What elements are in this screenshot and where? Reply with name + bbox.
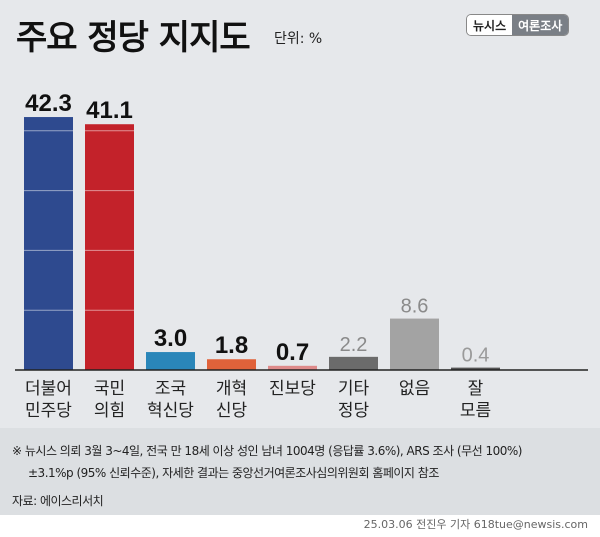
badge-right: 여론조사 bbox=[512, 15, 569, 35]
value-label: 8.6 bbox=[401, 296, 429, 318]
category-label: 없음 bbox=[399, 379, 430, 399]
source-note: 자료: 에이스리서치 bbox=[12, 494, 104, 508]
value-label: 2.2 bbox=[340, 334, 368, 356]
category-label: 개혁 bbox=[216, 379, 247, 399]
value-label: 1.8 bbox=[215, 332, 248, 359]
bar bbox=[268, 365, 317, 370]
credit: 25.03.06 전진우 기자 618tue@newsis.com bbox=[363, 518, 588, 531]
bar bbox=[451, 367, 500, 370]
category-label: 더불어 bbox=[25, 379, 72, 399]
value-label: 0.4 bbox=[462, 345, 490, 367]
bar bbox=[390, 318, 439, 370]
category-label: 정당 bbox=[338, 401, 370, 421]
footer-notes: ※ 뉴시스 의뢰 3월 3~4일, 전국 만 18세 이상 성인 남녀 1004… bbox=[0, 428, 600, 515]
value-label: 0.7 bbox=[276, 339, 309, 366]
category-label: 민주당 bbox=[25, 401, 72, 421]
category-label: 국민 bbox=[94, 379, 125, 399]
value-label: 41.1 bbox=[86, 97, 133, 124]
survey-note-1: ※ 뉴시스 의뢰 3월 3~4일, 전국 만 18세 이상 성인 남녀 1004… bbox=[12, 444, 522, 458]
bar bbox=[24, 117, 73, 370]
bar bbox=[207, 359, 256, 370]
category-label: 잘 bbox=[468, 379, 484, 399]
survey-note-2: ±3.1%p (95% 신뢰수준), 자세한 결과는 중앙선거여론조사심의위원회… bbox=[28, 466, 439, 480]
category-label: 조국 bbox=[155, 379, 186, 399]
bar bbox=[146, 352, 195, 370]
category-label: 진보당 bbox=[269, 379, 316, 399]
newsis-poll-badge: 뉴시스 여론조사 bbox=[466, 14, 570, 36]
unit-label: 단위: % bbox=[274, 31, 323, 47]
bar bbox=[85, 124, 134, 370]
category-label: 혁신당 bbox=[147, 401, 194, 421]
category-label: 모름 bbox=[460, 401, 491, 421]
category-label: 의힘 bbox=[94, 401, 125, 421]
bar bbox=[329, 356, 378, 370]
chart-title: 주요 정당 지지도 bbox=[16, 18, 251, 58]
badge-left: 뉴시스 bbox=[467, 15, 513, 35]
category-label: 신당 bbox=[216, 401, 248, 421]
category-label: 기타 bbox=[338, 379, 370, 399]
value-label: 42.3 bbox=[25, 90, 72, 117]
value-label: 3.0 bbox=[154, 325, 187, 352]
